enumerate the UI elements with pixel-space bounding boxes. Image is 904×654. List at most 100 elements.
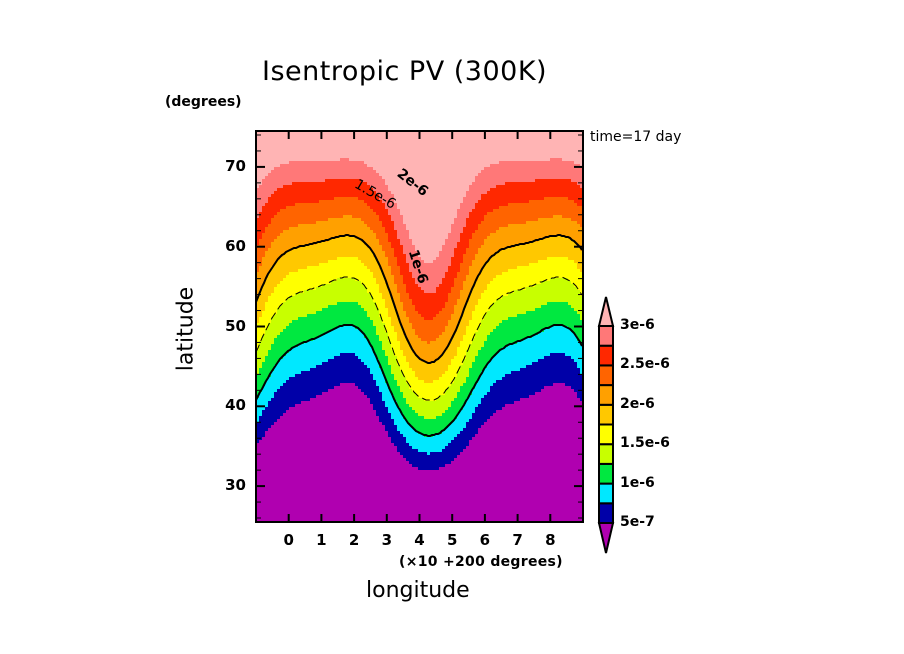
fill-cell [487, 365, 526, 368]
fill-cell [463, 383, 475, 386]
fill-cell [301, 245, 367, 248]
fill-cell [571, 386, 583, 389]
fill-cell [478, 353, 496, 356]
fill-cell [331, 281, 361, 284]
fill-cell [538, 239, 574, 242]
colorbar-segment [598, 462, 614, 485]
fill-cell [532, 362, 577, 365]
fill-cell [256, 380, 265, 383]
fill-cell [400, 431, 418, 434]
fill-cell [496, 230, 583, 233]
fill-cell [502, 272, 583, 275]
fill-cell [379, 215, 391, 218]
fill-cell [412, 407, 448, 410]
fill-cell [424, 317, 433, 320]
fill-cell [358, 356, 376, 359]
fill-cell [454, 305, 466, 308]
fill-cell [259, 269, 271, 272]
fill-cell [457, 302, 466, 305]
fill-cell [262, 236, 277, 239]
fill-cell [577, 221, 583, 224]
fill-cell [379, 218, 391, 221]
fill-cell [385, 425, 397, 428]
fill-cell [484, 215, 553, 218]
fill-cell [277, 308, 322, 311]
fill-cell [400, 317, 409, 320]
fill-cell [475, 257, 490, 260]
fill-cell [454, 251, 466, 254]
fill-cell [397, 401, 406, 404]
fill-cell [280, 164, 367, 167]
fill-cell [385, 401, 397, 404]
fill-cell [577, 287, 583, 290]
fill-cell [265, 356, 283, 359]
fill-cell [577, 335, 583, 338]
fill-cell [481, 269, 508, 272]
fill-cell [376, 191, 391, 194]
fill-cell [292, 320, 373, 323]
fill-cell [397, 404, 409, 407]
fill-cell [268, 299, 286, 302]
fill-cell [280, 257, 337, 260]
fill-cell [577, 311, 583, 314]
fill-cell [484, 317, 508, 320]
fill-cell [271, 344, 298, 347]
fill-cell [286, 410, 376, 413]
fill-cell [448, 365, 460, 368]
fill-cell [466, 332, 475, 335]
fill-cell [499, 350, 583, 353]
fill-cell [490, 164, 580, 167]
fill-cell [262, 413, 283, 416]
fill-cell [481, 371, 511, 374]
fill-cell [442, 332, 454, 335]
fill-cell [457, 326, 466, 329]
fill-cell [469, 185, 496, 188]
fill-cell [256, 491, 583, 494]
fill-cell [481, 170, 583, 173]
fill-cell [394, 350, 403, 353]
fill-cell [388, 431, 400, 434]
x-tick-label: 3 [381, 531, 393, 549]
fill-cell [475, 206, 499, 209]
fill-cell [463, 362, 472, 365]
fill-cell [451, 314, 463, 317]
fill-cell [412, 464, 445, 467]
fill-cell [469, 296, 481, 299]
fill-cell [388, 434, 403, 437]
fill-cell [271, 269, 298, 272]
fill-cell [472, 236, 487, 239]
fill-cell [421, 257, 436, 260]
fill-cell [418, 335, 439, 338]
fill-cell [394, 353, 403, 356]
fill-cell [412, 368, 448, 371]
fill-cell [394, 398, 406, 401]
fill-cell [502, 320, 583, 323]
fill-cell [328, 359, 361, 362]
fill-cell [571, 218, 583, 221]
fill-cell [391, 392, 403, 395]
fill-cell [325, 179, 361, 182]
fill-cell [505, 182, 577, 185]
fill-cell [409, 266, 448, 269]
fill-cell [385, 305, 394, 308]
fill-cell [490, 281, 541, 284]
fill-cell [412, 299, 448, 302]
fill-cell [256, 356, 265, 359]
fill-cell [580, 371, 583, 374]
fill-cell [256, 422, 274, 425]
fill-cell [256, 278, 265, 281]
fill-cell [460, 290, 472, 293]
fill-cell [268, 200, 319, 203]
fill-cell [439, 395, 457, 398]
fill-cell [385, 323, 391, 326]
fill-cell [379, 284, 388, 287]
fill-cell [298, 224, 367, 227]
fill-cell [472, 290, 484, 293]
y-tick-label: 70 [225, 156, 246, 175]
fill-cell [466, 305, 475, 308]
fill-cell [508, 224, 580, 227]
fill-cell [289, 161, 364, 164]
fill-cell [487, 362, 532, 365]
fill-cell [457, 275, 466, 278]
fill-cell [571, 305, 583, 308]
